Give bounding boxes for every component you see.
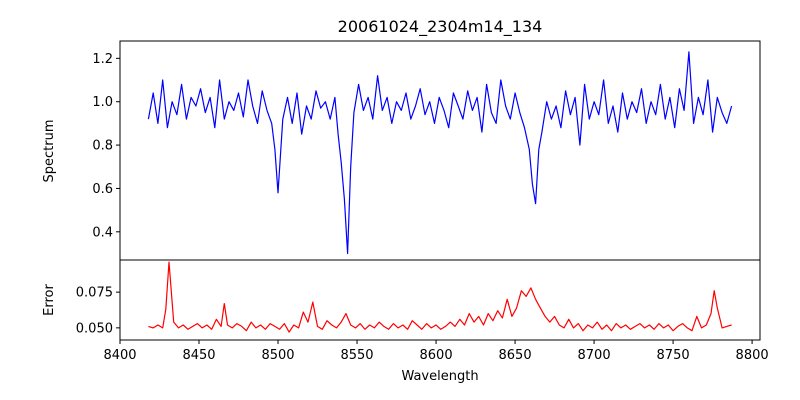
spectrum-y-tick-label: 0.6: [92, 182, 113, 197]
spectrum-y-axis: 0.4 0.6 0.8 1.0 1.2: [92, 52, 120, 240]
error-frame: [119, 259, 761, 341]
spectrum-panel: 0.4 0.6 0.8 1.0 1.2 Spectrum: [42, 40, 761, 261]
error-y-axis: 0.050 0.075: [76, 286, 120, 336]
spectrum-y-tick-label: 0.8: [92, 139, 113, 154]
x-tick-label: 8800: [736, 348, 769, 363]
x-tick-label: 8650: [499, 348, 532, 363]
error-y-tick-label: 0.050: [76, 321, 113, 336]
x-tick-label: 8700: [578, 348, 611, 363]
error-y-label: Error: [42, 284, 57, 316]
x-tick-label: 8750: [657, 348, 690, 363]
x-tick-label: 8600: [420, 348, 453, 363]
error-line: [148, 261, 732, 333]
x-tick-label: 8550: [340, 348, 373, 363]
spectrum-y-tick-label: 1.2: [92, 52, 113, 67]
spectrum-line: [147, 51, 733, 255]
spectrum-y-tick-label: 0.4: [92, 225, 113, 240]
error-y-tick-label: 0.075: [76, 286, 113, 301]
chart-title: 20061024_2304m14_134: [338, 17, 543, 37]
error-x-axis: 8400 8450 8500 8550 8600 8650 8700 8750 8800: [103, 340, 769, 363]
x-axis-label: Wavelength: [401, 369, 478, 384]
spectrum-y-label: Spectrum: [42, 120, 57, 183]
spectrum-y-tick-label: 1.0: [92, 95, 113, 110]
x-tick-label: 8450: [182, 348, 215, 363]
x-tick-label: 8400: [103, 348, 136, 363]
x-tick-label: 8500: [261, 348, 294, 363]
